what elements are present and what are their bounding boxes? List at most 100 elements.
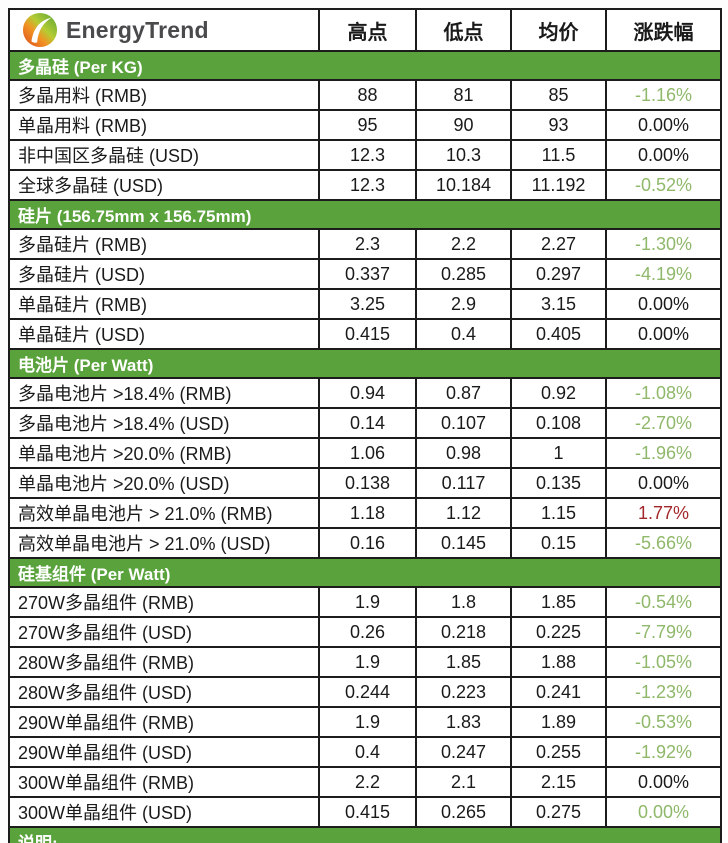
section-header-row: 多晶硅 (Per KG): [8, 50, 722, 81]
low-value: 2.1: [415, 766, 512, 798]
high-value: 2.2: [318, 766, 417, 798]
high-value: 1.9: [318, 586, 417, 618]
change-value: -1.16%: [605, 79, 722, 111]
low-value: 0.107: [415, 407, 512, 439]
high-value: 0.16: [318, 527, 417, 559]
price-row: 单晶电池片 >20.0% (USD) 0.138 0.117 0.135 0.00%: [8, 467, 722, 499]
avg-value: 0.225: [510, 616, 607, 648]
notes-label: 说明:: [8, 826, 722, 843]
avg-value: 1: [510, 437, 607, 469]
high-value: 12.3: [318, 139, 417, 171]
avg-value: 0.108: [510, 407, 607, 439]
change-value: -1.30%: [605, 228, 722, 260]
price-row: 单晶硅片 (USD) 0.415 0.4 0.405 0.00%: [8, 318, 722, 350]
low-value: 0.87: [415, 377, 512, 409]
avg-value: 1.88: [510, 646, 607, 678]
price-row: 多晶硅片 (RMB) 2.3 2.2 2.27 -1.30%: [8, 228, 722, 260]
avg-value: 3.15: [510, 288, 607, 320]
avg-value: 0.297: [510, 258, 607, 290]
row-label: 300W单晶组件 (USD): [8, 796, 320, 828]
price-row: 300W单晶组件 (RMB) 2.2 2.1 2.15 0.00%: [8, 766, 722, 798]
row-label: 全球多晶硅 (USD): [8, 169, 320, 201]
avg-value: 0.15: [510, 527, 607, 559]
section-header-row: 电池片 (Per Watt): [8, 348, 722, 379]
logo-text: EnergyTrend: [66, 16, 209, 43]
row-label: 270W多晶组件 (RMB): [8, 586, 320, 618]
price-row: 非中国区多晶硅 (USD) 12.3 10.3 11.5 0.00%: [8, 139, 722, 171]
row-label: 270W多晶组件 (USD): [8, 616, 320, 648]
avg-value: 11.192: [510, 169, 607, 201]
row-label: 280W多晶组件 (USD): [8, 676, 320, 708]
high-value: 0.4: [318, 736, 417, 768]
high-value: 2.3: [318, 228, 417, 260]
change-value: 0.00%: [605, 109, 722, 141]
price-row: 多晶硅片 (USD) 0.337 0.285 0.297 -4.19%: [8, 258, 722, 290]
change-value: -0.52%: [605, 169, 722, 201]
change-value: -7.79%: [605, 616, 722, 648]
high-value: 0.94: [318, 377, 417, 409]
change-value: -1.96%: [605, 437, 722, 469]
row-label: 多晶电池片 >18.4% (RMB): [8, 377, 320, 409]
avg-value: 1.85: [510, 586, 607, 618]
logo: EnergyTrend: [22, 12, 318, 48]
change-value: -1.92%: [605, 736, 722, 768]
row-label: 单晶用料 (RMB): [8, 109, 320, 141]
low-value: 10.184: [415, 169, 512, 201]
row-label: 290W单晶组件 (RMB): [8, 706, 320, 738]
section-title: 硅基组件 (Per Watt): [8, 557, 722, 588]
row-label: 高效单晶电池片 > 21.0% (USD): [8, 527, 320, 559]
change-value: -5.66%: [605, 527, 722, 559]
avg-value: 85: [510, 79, 607, 111]
low-value: 0.98: [415, 437, 512, 469]
high-value: 0.415: [318, 318, 417, 350]
logo-cell: EnergyTrend: [8, 8, 320, 52]
price-row: 单晶用料 (RMB) 95 90 93 0.00%: [8, 109, 722, 141]
section-title: 硅片 (156.75mm x 156.75mm): [8, 199, 722, 230]
change-value: 1.77%: [605, 497, 722, 529]
table-header-row: EnergyTrend 高点 低点 均价 涨跌幅: [8, 8, 722, 52]
low-value: 0.117: [415, 467, 512, 499]
price-row: 280W多晶组件 (USD) 0.244 0.223 0.241 -1.23%: [8, 676, 722, 708]
low-value: 10.3: [415, 139, 512, 171]
high-value: 0.244: [318, 676, 417, 708]
row-label: 单晶电池片 >20.0% (USD): [8, 467, 320, 499]
price-row: 270W多晶组件 (USD) 0.26 0.218 0.225 -7.79%: [8, 616, 722, 648]
price-row: 多晶电池片 >18.4% (RMB) 0.94 0.87 0.92 -1.08%: [8, 377, 722, 409]
row-label: 300W单晶组件 (RMB): [8, 766, 320, 798]
avg-value: 0.241: [510, 676, 607, 708]
low-value: 0.223: [415, 676, 512, 708]
price-row: 280W多晶组件 (RMB) 1.9 1.85 1.88 -1.05%: [8, 646, 722, 678]
high-value: 0.14: [318, 407, 417, 439]
high-value: 88: [318, 79, 417, 111]
avg-value: 0.255: [510, 736, 607, 768]
high-value: 1.9: [318, 646, 417, 678]
change-value: 0.00%: [605, 467, 722, 499]
change-value: -1.23%: [605, 676, 722, 708]
row-label: 单晶硅片 (RMB): [8, 288, 320, 320]
price-row: 多晶电池片 >18.4% (USD) 0.14 0.107 0.108 -2.70%: [8, 407, 722, 439]
high-value: 0.415: [318, 796, 417, 828]
low-value: 0.4: [415, 318, 512, 350]
price-table: EnergyTrend 高点 低点 均价 涨跌幅 多晶硅 (Per KG) 多晶用…: [8, 8, 722, 843]
high-value: 3.25: [318, 288, 417, 320]
row-label: 多晶硅片 (USD): [8, 258, 320, 290]
change-value: 0.00%: [605, 796, 722, 828]
row-label: 280W多晶组件 (RMB): [8, 646, 320, 678]
low-value: 1.83: [415, 706, 512, 738]
price-row: 单晶电池片 >20.0% (RMB) 1.06 0.98 1 -1.96%: [8, 437, 722, 469]
avg-value: 2.27: [510, 228, 607, 260]
high-value: 0.26: [318, 616, 417, 648]
section-title: 多晶硅 (Per KG): [8, 50, 722, 81]
high-value: 1.9: [318, 706, 417, 738]
row-label: 多晶用料 (RMB): [8, 79, 320, 111]
energytrend-leaf-icon: [22, 12, 58, 48]
price-row: 多晶用料 (RMB) 88 81 85 -1.16%: [8, 79, 722, 111]
column-header-high: 高点: [318, 8, 417, 52]
low-value: 2.9: [415, 288, 512, 320]
change-value: 0.00%: [605, 288, 722, 320]
row-label: 多晶硅片 (RMB): [8, 228, 320, 260]
low-value: 0.145: [415, 527, 512, 559]
avg-value: 0.135: [510, 467, 607, 499]
high-value: 1.06: [318, 437, 417, 469]
